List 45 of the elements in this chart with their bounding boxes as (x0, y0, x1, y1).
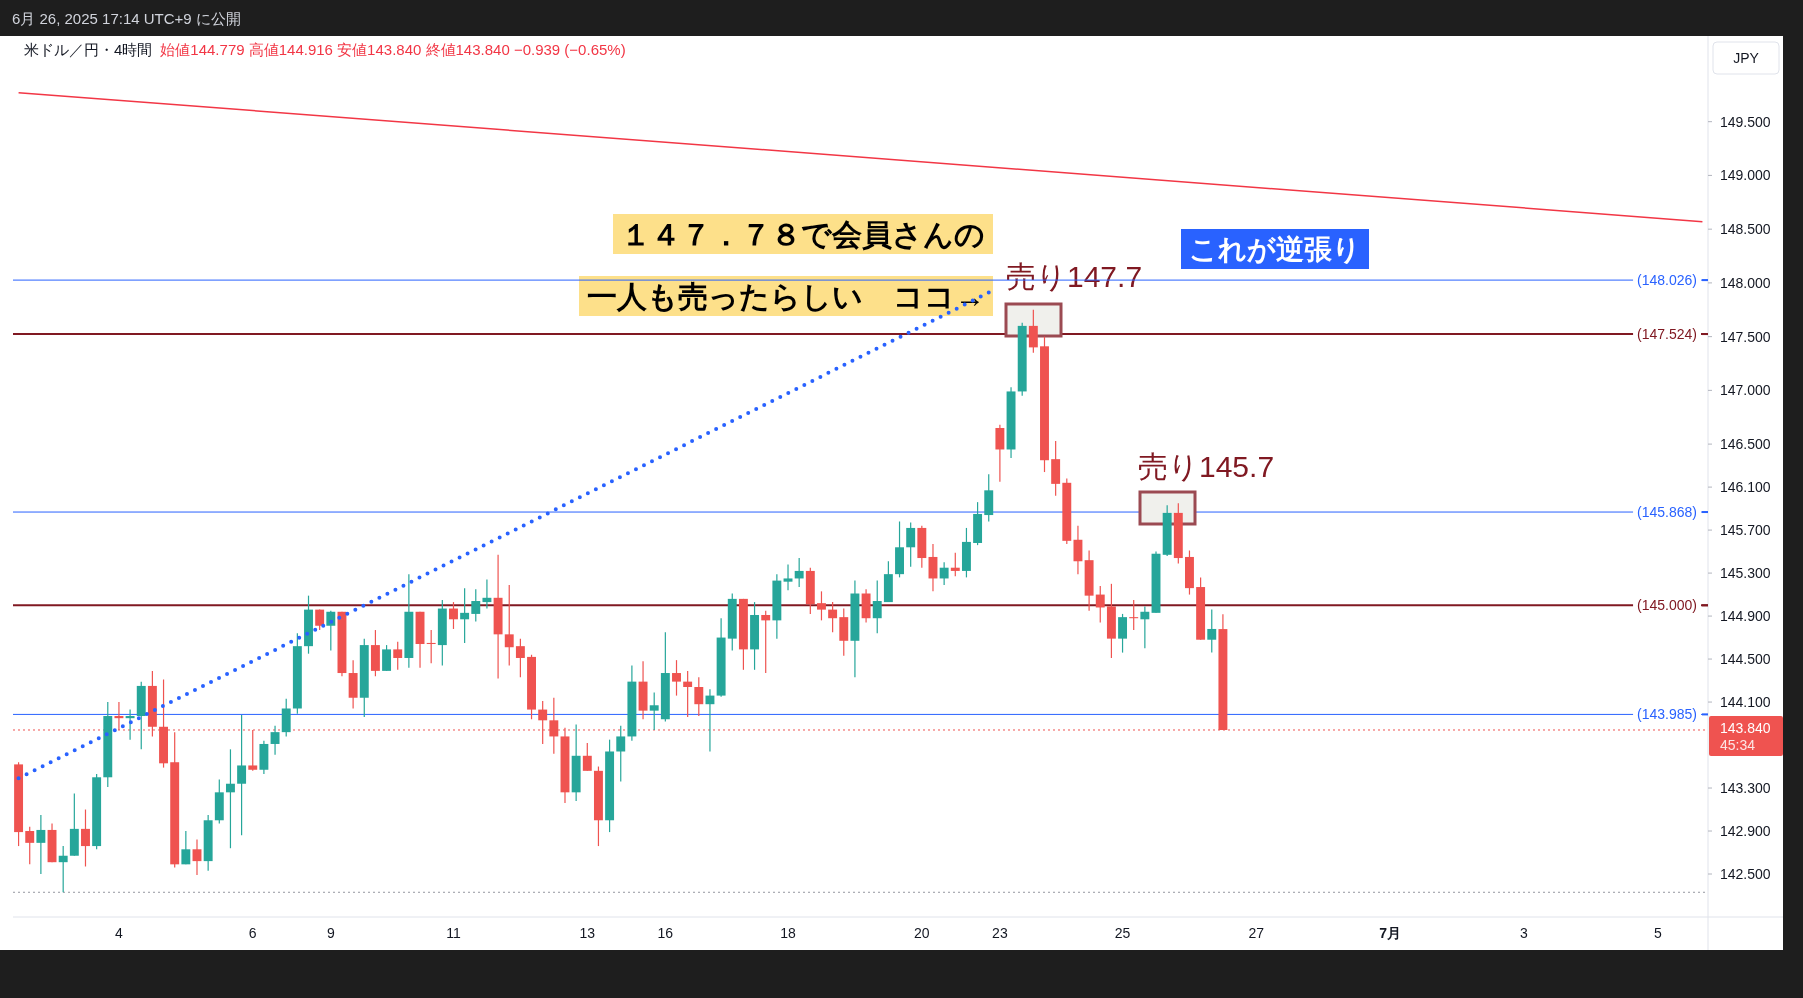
x-tick-label: 27 (1248, 925, 1265, 941)
y-tick-label: 149.000 (1720, 167, 1771, 184)
y-tick-label: 144.500 (1720, 651, 1771, 668)
ref-line-label: (145.868) (1637, 504, 1697, 521)
text: 45:34 (1720, 736, 1756, 753)
x-tick-label: 18 (780, 925, 797, 941)
y-tick-label: 145.300 (1720, 565, 1771, 582)
y-tick-label: 148.500 (1720, 221, 1771, 238)
annotation: 始値144.779 高値144.916 安値143.840 終値143.840 −0.939 (−0.65%) (160, 41, 626, 58)
x-tick-label: 20 (914, 925, 930, 941)
x-tick-label: 9 (326, 925, 335, 941)
annotation: 一人も売ったらしい ココ→ (587, 279, 985, 313)
ref-line-label: (147.524) (1637, 326, 1697, 343)
y-tick-label: 143.300 (1720, 780, 1771, 797)
ref-line-label: (145.000) (1637, 597, 1697, 614)
y-tick-label: 148.000 (1720, 274, 1771, 291)
y-tick-label: 142.500 (1720, 866, 1771, 883)
chart-subtitle: 6月 26, 2025 17:14 UTC+9 に公開 (12, 10, 241, 27)
x-tick-label: 4 (115, 925, 124, 941)
ref-line-label: (143.985) (1637, 706, 1697, 723)
x-tick-label: 25 (1114, 925, 1131, 941)
y-tick-label: 142.900 (1720, 823, 1771, 840)
ref-line-label: (148.026) (1637, 272, 1697, 289)
y-tick-label: 147.500 (1720, 328, 1771, 345)
ref-line-label: 143.840 (1720, 719, 1771, 736)
x-tick-label: 23 (992, 925, 1008, 941)
annotation: １４７．７８で会員さんの (621, 217, 985, 251)
annotation: これが逆張り (1189, 234, 1361, 266)
x-tick-label: 3 (1520, 925, 1529, 941)
y-tick-label: 144.100 (1720, 694, 1771, 711)
y-tick-label: 146.100 (1720, 479, 1771, 496)
y-tick-label: 149.500 (1720, 113, 1771, 130)
x-tick-label: 16 (657, 925, 674, 941)
chart-title: 米ドル／円・4時間 (24, 41, 153, 58)
x-tick-label: 13 (579, 925, 596, 941)
annotation: 売り145.7 (1138, 449, 1275, 483)
x-tick-label: 5 (1653, 925, 1662, 941)
y-tick-label: 147.000 (1720, 382, 1771, 399)
y-tick-label: 144.900 (1720, 608, 1771, 625)
x-tick-label: 7月 (1379, 925, 1402, 941)
y-axis-title: JPY (1733, 50, 1760, 66)
x-tick-label: 11 (446, 925, 461, 941)
y-tick-label: 145.700 (1720, 522, 1771, 539)
y-tick-label: 146.500 (1720, 436, 1771, 453)
x-tick-label: 6 (248, 925, 257, 941)
